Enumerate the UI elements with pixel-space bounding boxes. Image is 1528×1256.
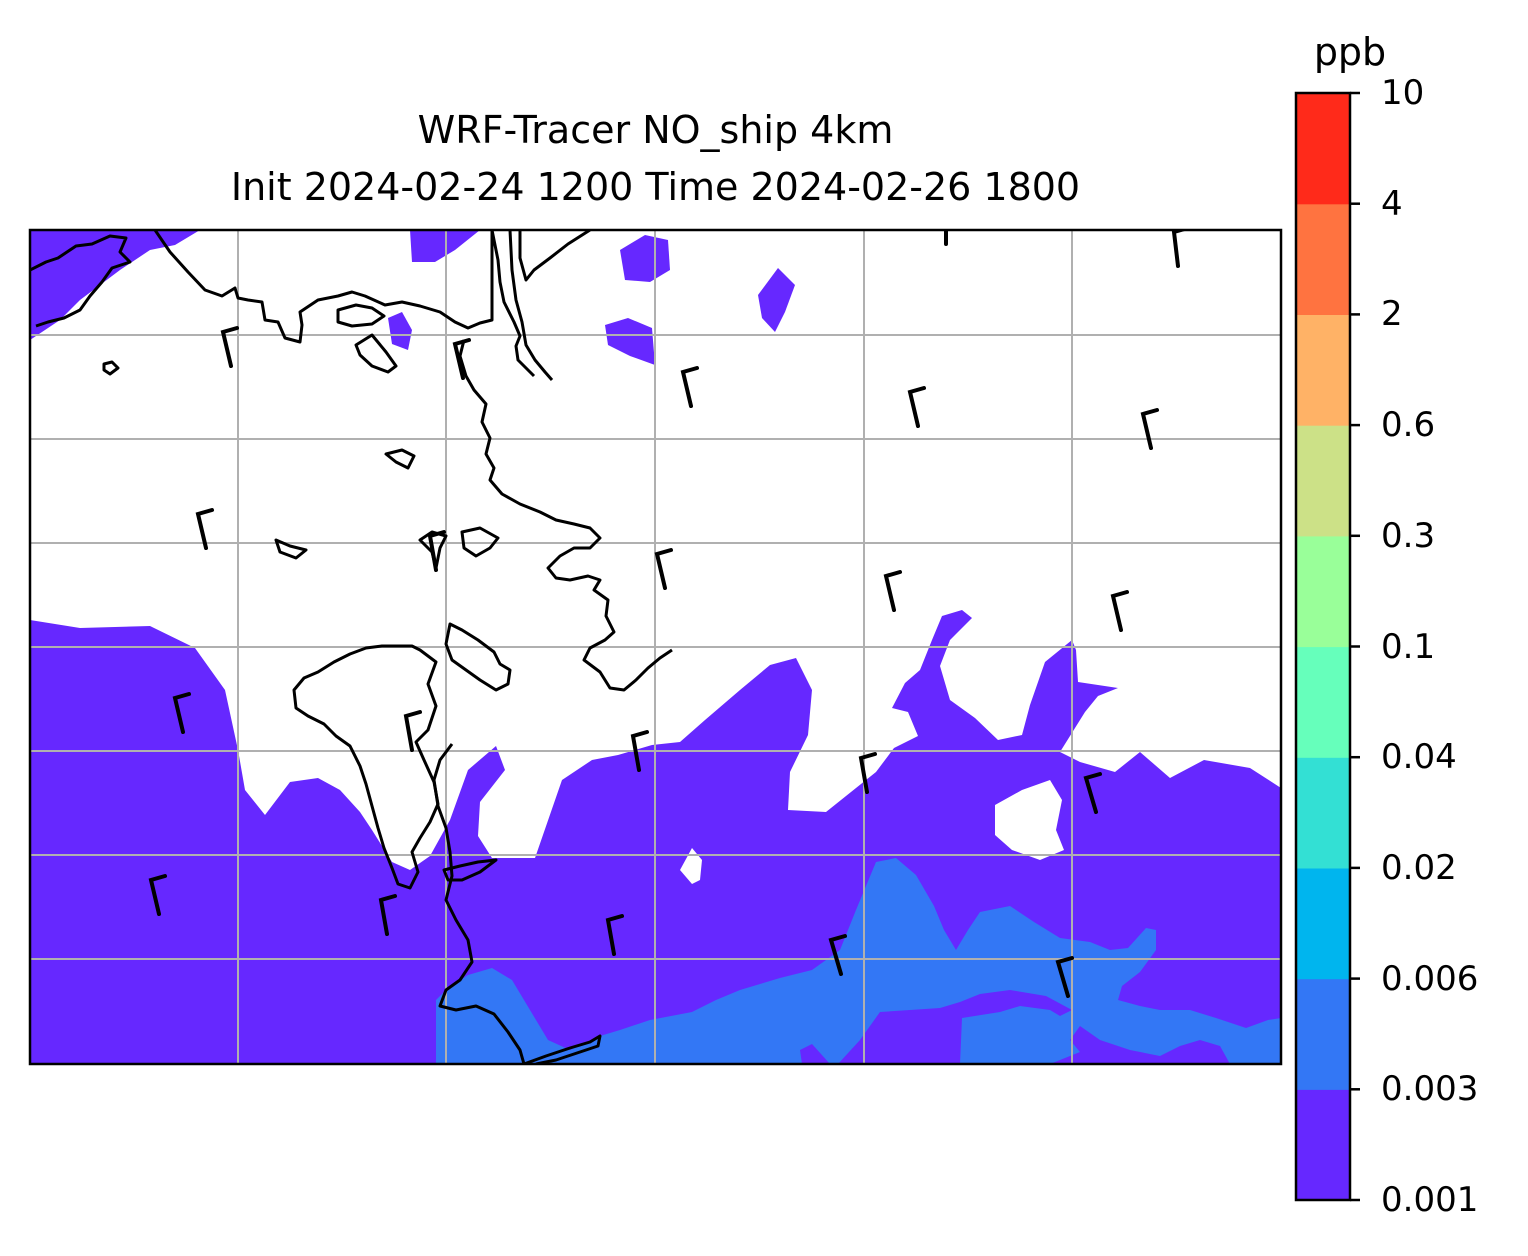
wind-barb <box>907 386 926 428</box>
coastline <box>518 230 591 282</box>
coastline <box>442 858 498 882</box>
colorbar-segment <box>1296 757 1350 869</box>
wind-barb <box>1110 590 1129 632</box>
colorbar-tick-label: 0.001 <box>1381 1180 1479 1220</box>
coastline <box>490 230 536 378</box>
coastlines <box>30 230 673 1064</box>
coastline <box>336 303 386 328</box>
coastline <box>432 743 526 1064</box>
wind-barb <box>148 874 167 916</box>
wind-barb <box>654 548 673 590</box>
wind-barb <box>1140 408 1159 450</box>
colorbar-tick-label: 0.1 <box>1381 626 1436 667</box>
colorbar-segment <box>1296 646 1350 758</box>
colorbar-segment <box>1296 1089 1350 1201</box>
coastline <box>292 644 440 890</box>
tracer-region-0.001 <box>388 312 412 350</box>
wind-barb <box>1171 230 1189 268</box>
coastline <box>523 1034 602 1064</box>
colorbar-tick-label: 0.3 <box>1381 515 1436 556</box>
tracer-region-0.001 <box>30 230 200 340</box>
wind-barbs-layer <box>148 230 1189 998</box>
chart-title: WRF-Tracer NO_ship 4km <box>417 108 894 152</box>
wind-barb <box>452 338 471 380</box>
wind-barb <box>858 752 877 794</box>
coastline <box>458 339 673 692</box>
coastline <box>153 230 494 344</box>
colorbar-tick-label: 0.006 <box>1381 958 1479 999</box>
wind-barb <box>630 730 649 772</box>
coastline <box>274 538 308 560</box>
tracer-region-0.001 <box>620 235 670 282</box>
coastline <box>444 622 512 692</box>
colorbar-segment <box>1296 535 1350 648</box>
tracer-region-0.001 <box>605 318 655 365</box>
colorbar-tick-label: 4 <box>1381 183 1403 224</box>
wind-barb <box>605 914 624 956</box>
colorbar-tick-label: 2 <box>1381 294 1403 335</box>
wind-barb <box>883 570 902 612</box>
coastline <box>354 333 398 374</box>
wind-barb <box>1055 956 1074 998</box>
colorbar-tick-label: 0.6 <box>1381 405 1436 446</box>
tracer-region-0.003 <box>436 858 1281 1064</box>
wind-barb <box>427 530 446 572</box>
tracer-gap <box>995 780 1064 860</box>
wind-barb <box>195 508 214 550</box>
colorbar-segment <box>1296 93 1350 205</box>
wind-barb <box>680 366 699 408</box>
colorbar-tick-label: 0.003 <box>1381 1069 1479 1110</box>
colorbar-unit-label: ppb <box>1313 30 1387 74</box>
colorbar-tick-label: 0.04 <box>1381 737 1457 778</box>
colorbar-segment <box>1296 867 1350 980</box>
tracer-gap <box>1268 738 1274 744</box>
coastline <box>30 234 132 328</box>
colorbar-segment <box>1296 978 1350 1090</box>
colorbar-tick-label: 10 <box>1381 73 1425 113</box>
coastline <box>460 526 500 558</box>
map-frame <box>28 228 1283 1066</box>
colorbar <box>1294 91 1360 1202</box>
wind-barb <box>828 934 847 976</box>
wind-barb <box>1083 772 1102 814</box>
wind-barb <box>220 326 239 368</box>
wind-barb <box>403 710 422 752</box>
coastline <box>102 360 120 376</box>
coastline <box>384 448 416 470</box>
gridlines <box>30 230 1281 1064</box>
coastline <box>508 230 554 381</box>
colorbar-segment <box>1296 314 1350 426</box>
wind-barb <box>378 894 397 936</box>
wind-barb <box>172 692 191 734</box>
tracer-gap <box>680 848 702 884</box>
colorbar-segment <box>1296 425 1350 537</box>
colorbar-segment <box>1296 203 1350 315</box>
tracer-region-0.001 <box>758 268 795 332</box>
wind-barb <box>944 230 948 246</box>
chart-subtitle: Init 2024-02-24 1200 Time 2024-02-26 180… <box>230 165 1081 209</box>
colorbar-tick-label: 0.02 <box>1381 847 1457 888</box>
